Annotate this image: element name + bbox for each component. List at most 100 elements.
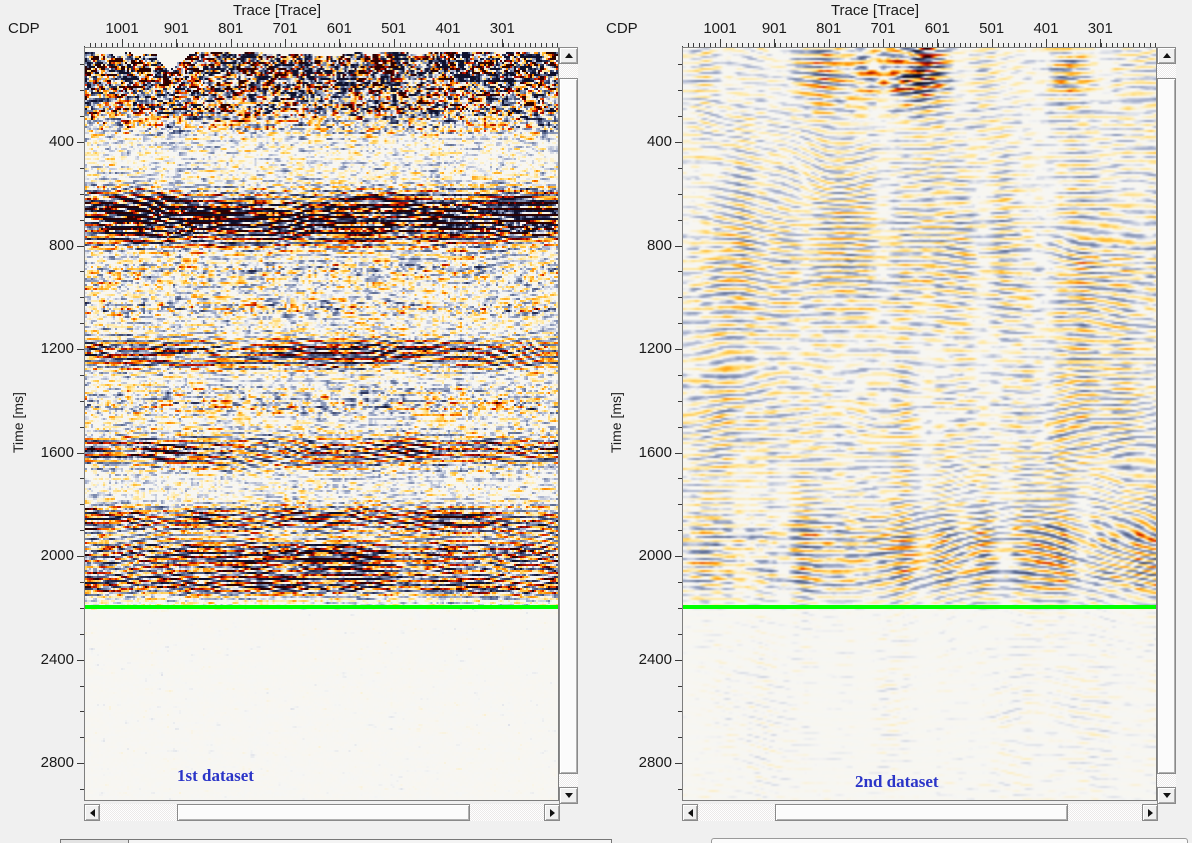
trace-minor-tick <box>1149 43 1151 47</box>
scroll-up-button[interactable] <box>1157 47 1176 64</box>
seismic-image[interactable] <box>85 48 558 800</box>
horizontal-scrollbar-track[interactable] <box>698 804 1142 821</box>
scroll-down-button[interactable] <box>559 787 578 804</box>
trace-minor-tick <box>1041 43 1043 47</box>
horizontal-scrollbar-thumb[interactable] <box>177 804 470 821</box>
trace-minor-tick <box>1133 43 1135 47</box>
time-axis-title: Time [ms] <box>608 392 624 454</box>
trace-major-tick <box>720 39 721 47</box>
trace-minor-tick <box>943 43 945 47</box>
time-tick-label: 2400 <box>40 650 74 668</box>
trace-minor-tick <box>975 43 977 47</box>
time-tick-label: 800 <box>48 236 74 254</box>
trace-minor-tick <box>856 43 858 47</box>
trace-minor-tick <box>280 43 282 47</box>
trace-minor-tick <box>165 43 167 47</box>
horizon-line[interactable] <box>683 605 1156 609</box>
trace-minor-tick <box>127 43 129 47</box>
vertical-scrollbar-track[interactable] <box>1157 64 1176 787</box>
scroll-down-button[interactable] <box>1157 787 1176 804</box>
partial-bottom-groupbox <box>711 838 1188 843</box>
vertical-scrollbar-thumb[interactable] <box>1157 78 1176 774</box>
trace-tick-label: 601 <box>326 20 352 37</box>
scroll-left-button[interactable] <box>84 804 100 821</box>
time-tick-label: 1200 <box>40 340 74 358</box>
trace-minor-tick <box>1035 43 1037 47</box>
scroll-left-button[interactable] <box>682 804 698 821</box>
scroll-right-button[interactable] <box>1142 804 1158 821</box>
time-minor-tick <box>678 711 683 713</box>
seismic-image[interactable] <box>683 48 1156 800</box>
trace-minor-tick <box>470 43 472 47</box>
trace-minor-tick <box>361 43 363 47</box>
time-minor-tick <box>80 711 85 713</box>
trace-tick-label: 501 <box>979 20 1005 37</box>
horizontal-scrollbar[interactable] <box>682 804 1158 821</box>
trace-minor-tick <box>475 43 477 47</box>
trace-axis-baseline <box>682 46 683 47</box>
vertical-scrollbar-thumb[interactable] <box>559 78 578 774</box>
trace-minor-tick <box>459 43 461 47</box>
horizontal-scrollbar-thumb[interactable] <box>775 804 1068 821</box>
trace-major-tick <box>882 39 884 47</box>
time-minor-tick <box>80 374 85 376</box>
trace-tick-label: 1001 <box>105 20 139 37</box>
time-minor-tick <box>80 633 85 635</box>
time-minor-tick <box>80 297 85 299</box>
time-tick-label: 800 <box>646 236 672 254</box>
time-minor-tick <box>80 581 85 583</box>
time-tick-label: 1200 <box>638 340 672 358</box>
trace-minor-tick <box>807 43 809 47</box>
time-minor-tick <box>678 478 683 480</box>
trace-minor-tick <box>225 43 227 47</box>
horizon-line[interactable] <box>85 605 558 609</box>
trace-axis-title: Trace [Trace] <box>830 2 920 19</box>
time-minor-tick <box>80 789 85 791</box>
trace-minor-tick <box>100 43 102 47</box>
vertical-scrollbar-track[interactable] <box>559 64 578 787</box>
vertical-scrollbar[interactable] <box>1157 47 1176 804</box>
horizontal-scrollbar[interactable] <box>84 804 560 821</box>
trace-minor-tick <box>529 43 531 47</box>
trace-minor-tick <box>540 43 542 47</box>
trace-minor-tick <box>220 43 222 47</box>
time-minor-tick <box>678 426 683 428</box>
trace-minor-tick <box>840 43 842 47</box>
seismic-panel-2: CDP Trace [Trace] 1001 901 801 701 601 501 401… <box>598 0 1192 843</box>
vertical-scrollbar[interactable] <box>559 47 578 804</box>
time-minor-tick <box>80 116 85 118</box>
down-arrow-icon <box>564 793 573 798</box>
horizontal-scrollbar-track[interactable] <box>100 804 544 821</box>
trace-tick-label: 401 <box>435 20 461 37</box>
time-tick-label: 400 <box>48 133 74 151</box>
trace-minor-tick <box>894 43 896 47</box>
trace-minor-tick <box>769 43 771 47</box>
trace-minor-tick <box>1046 43 1048 47</box>
scroll-up-button[interactable] <box>559 47 578 64</box>
time-minor-tick <box>80 737 85 739</box>
trace-minor-tick <box>95 43 97 47</box>
trace-minor-tick <box>687 43 689 47</box>
time-minor-tick <box>678 789 683 791</box>
trace-tick-label: 601 <box>924 20 950 37</box>
trace-minor-tick <box>443 43 445 47</box>
trace-minor-tick <box>432 43 434 47</box>
trace-minor-tick <box>513 43 515 47</box>
trace-minor-tick <box>345 43 347 47</box>
time-tick-label: 2800 <box>40 754 74 772</box>
time-minor-tick <box>80 193 85 195</box>
time-major-tick <box>675 349 683 351</box>
trace-minor-tick <box>861 43 863 47</box>
trace-minor-tick <box>263 43 265 47</box>
trace-minor-tick <box>709 43 711 47</box>
trace-minor-tick <box>1144 43 1146 47</box>
time-major-tick <box>675 763 683 765</box>
scroll-right-button[interactable] <box>544 804 560 821</box>
trace-minor-tick <box>921 43 923 47</box>
trace-minor-tick <box>372 43 374 47</box>
trace-minor-tick <box>524 43 526 47</box>
trace-tick-label: 901 <box>761 20 787 37</box>
trace-minor-tick <box>453 43 455 47</box>
trace-minor-tick <box>198 43 200 47</box>
